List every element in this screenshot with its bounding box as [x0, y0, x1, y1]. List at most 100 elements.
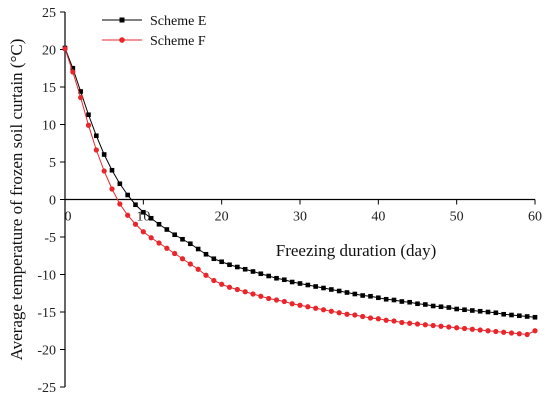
data-point: [235, 264, 240, 270]
data-point: [219, 281, 225, 287]
data-point: [517, 313, 522, 319]
data-point: [477, 308, 483, 314]
data-point: [266, 273, 271, 279]
data-point: [172, 250, 178, 257]
x-axis-title: Freezing duration (day): [276, 241, 437, 260]
data-point: [399, 319, 405, 326]
data-point: [509, 312, 514, 318]
data-point: [336, 288, 342, 294]
x-tick-label: 20: [215, 210, 229, 225]
data-point: [85, 122, 92, 128]
y-tick-label: 5: [49, 156, 56, 171]
data-point: [321, 285, 326, 291]
data-point: [391, 318, 397, 324]
series-0: [62, 45, 538, 320]
data-point: [344, 290, 350, 295]
y-tick-label: -20: [37, 344, 56, 359]
data-point: [461, 325, 468, 332]
data-point: [422, 322, 428, 328]
data-point: [524, 314, 530, 319]
data-point: [360, 293, 365, 298]
data-point: [156, 221, 162, 227]
data-point: [125, 212, 131, 218]
data-point: [446, 324, 452, 330]
x-tick-label: 40: [371, 210, 385, 225]
legend-item-1: Scheme F: [102, 34, 206, 49]
y-tick-label: -15: [37, 306, 56, 321]
data-point: [485, 328, 491, 334]
data-point: [501, 311, 506, 317]
data-point: [391, 297, 397, 303]
data-point: [532, 314, 538, 320]
data-point: [493, 310, 499, 316]
data-point: [188, 241, 193, 247]
data-point: [368, 293, 373, 299]
data-point: [179, 256, 186, 262]
data-point: [266, 295, 272, 302]
data-point: [234, 286, 240, 293]
data-point: [532, 328, 538, 334]
x-tick-label: 30: [293, 210, 307, 225]
data-point: [438, 323, 444, 329]
data-point: [470, 308, 475, 313]
data-point: [375, 316, 381, 322]
data-point: [305, 304, 311, 310]
data-point: [407, 299, 412, 305]
legend: Scheme E Scheme F: [102, 14, 206, 49]
data-point: [297, 281, 303, 286]
data-point: [148, 215, 154, 221]
data-point: [438, 304, 444, 310]
data-point: [320, 307, 327, 313]
series-line: [64, 48, 536, 336]
data-point: [195, 266, 201, 272]
data-point: [328, 308, 334, 314]
data-point: [430, 322, 436, 329]
data-point: [469, 326, 475, 332]
data-point: [101, 152, 107, 157]
data-point: [258, 293, 264, 299]
data-point: [524, 331, 530, 338]
data-point: [187, 261, 193, 267]
x-tick-label: 0: [65, 210, 72, 225]
data-point: [195, 246, 201, 252]
data-point: [86, 112, 91, 118]
data-point: [423, 302, 428, 307]
data-point: [78, 89, 83, 94]
data-point: [360, 313, 366, 320]
data-point: [376, 295, 381, 301]
data-point: [219, 259, 224, 265]
data-point: [109, 167, 115, 173]
x-tick-label: 60: [528, 210, 542, 225]
data-point: [352, 291, 358, 297]
data-point: [180, 236, 185, 242]
data-point: [226, 284, 233, 290]
data-point: [117, 181, 123, 187]
x-tick-label: 50: [450, 210, 464, 225]
data-point: [140, 229, 146, 235]
data-point: [203, 251, 209, 257]
data-point: [117, 201, 123, 207]
data-point: [485, 309, 491, 315]
data-point: [203, 272, 209, 278]
data-point: [101, 168, 107, 174]
data-point: [172, 232, 177, 238]
data-point: [414, 321, 421, 327]
data-point: [430, 303, 436, 309]
legend-item-0: Scheme E: [102, 14, 206, 29]
y-tick-label: 0: [49, 194, 56, 209]
data-point: [141, 209, 146, 215]
data-point: [289, 301, 295, 307]
y-tick-label: 25: [42, 6, 56, 21]
data-point: [383, 296, 389, 302]
data-point: [383, 317, 389, 323]
data-point: [501, 329, 507, 335]
data-point: [227, 262, 232, 268]
data-point: [211, 256, 217, 262]
data-point: [508, 330, 515, 336]
data-point: [493, 328, 499, 335]
data-point: [305, 282, 311, 288]
y-tick-label: 20: [42, 44, 56, 59]
data-point: [258, 271, 264, 277]
